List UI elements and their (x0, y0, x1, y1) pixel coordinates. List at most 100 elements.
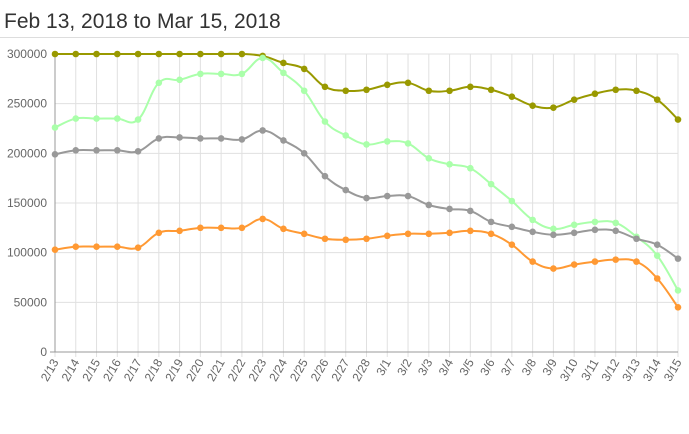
x-tick-label: 2/16 (100, 356, 124, 384)
data-point-olive (446, 87, 453, 95)
data-point-orange (446, 229, 453, 237)
data-point-green (321, 118, 329, 125)
data-point-olive (176, 50, 183, 58)
data-point-orange (114, 243, 121, 251)
data-point-orange (259, 215, 266, 223)
data-point-orange (51, 246, 59, 253)
data-point-green (591, 218, 599, 226)
x-tick-label: 2/15 (79, 356, 103, 384)
data-point-olive (197, 50, 204, 58)
data-point-green (425, 155, 433, 162)
data-point-orange (197, 224, 204, 232)
data-point-green (155, 79, 163, 87)
data-point-orange (570, 261, 578, 268)
y-tick-label: 150000 (7, 196, 47, 210)
data-point-olive (155, 50, 163, 58)
x-tick-label: 2/20 (183, 356, 207, 384)
chart-title: Feb 13, 2018 to Mar 15, 2018 (4, 10, 281, 33)
data-point-orange (321, 235, 329, 243)
x-tick-label: 2/18 (142, 356, 166, 384)
data-point-olive (342, 87, 350, 95)
data-point-olive (550, 104, 557, 111)
data-point-gray (446, 205, 453, 213)
data-point-gray (363, 194, 370, 202)
data-point-gray (383, 192, 391, 200)
data-point-olive (217, 50, 225, 58)
data-point-orange (404, 230, 412, 238)
data-point-green (550, 225, 557, 233)
data-point-olive (51, 50, 59, 58)
data-point-gray (93, 147, 100, 154)
data-point-olive (674, 116, 682, 123)
data-point-gray (300, 150, 308, 157)
title-divider (0, 37, 689, 38)
data-point-green (570, 221, 578, 229)
data-point-gray (653, 241, 661, 249)
data-point-green (238, 70, 246, 78)
data-point-gray (570, 229, 578, 237)
data-point-orange (93, 243, 100, 251)
data-point-orange (342, 236, 350, 244)
x-tick-label: 3/12 (598, 356, 622, 384)
data-point-orange (280, 225, 287, 233)
data-point-olive (238, 50, 246, 58)
x-tick-label: 3/10 (557, 356, 581, 384)
data-point-green (280, 69, 287, 77)
data-point-green (487, 180, 495, 188)
x-tick-label: 3/2 (394, 356, 415, 378)
y-tick-label: 0 (40, 345, 47, 359)
data-point-orange (467, 227, 474, 235)
data-point-gray (176, 134, 183, 141)
data-point-orange (612, 256, 619, 263)
x-tick-label: 3/11 (578, 356, 602, 383)
data-point-olive (591, 90, 599, 98)
x-tick-label: 3/13 (619, 356, 643, 384)
data-point-olive (612, 86, 619, 94)
data-point-orange (653, 275, 661, 282)
data-point-orange (591, 258, 599, 265)
data-point-gray (591, 226, 599, 234)
data-point-green (197, 70, 204, 78)
data-point-orange (72, 243, 80, 251)
data-point-green (134, 116, 142, 123)
data-point-gray (467, 207, 474, 215)
data-point-gray (259, 127, 266, 134)
data-point-gray (72, 147, 80, 154)
data-point-green (342, 132, 350, 139)
x-tick-label: 3/15 (661, 356, 685, 384)
data-point-green (508, 197, 516, 205)
x-tick-label: 2/17 (121, 356, 145, 384)
data-point-green (612, 219, 619, 227)
data-point-green (300, 87, 308, 95)
data-point-olive (280, 59, 287, 67)
data-point-green (674, 287, 682, 294)
x-tick-label: 3/8 (519, 356, 540, 378)
data-point-green (72, 115, 80, 122)
x-tick-label: 3/4 (436, 356, 457, 378)
data-point-orange (363, 235, 370, 243)
x-tick-label: 2/13 (38, 356, 62, 384)
data-point-orange (300, 230, 308, 238)
data-point-green (259, 54, 266, 62)
data-point-olive (467, 83, 474, 91)
y-tick-label: 50000 (14, 295, 48, 309)
data-point-olive (653, 96, 661, 103)
data-point-green (114, 115, 121, 122)
data-point-orange (529, 258, 536, 265)
data-point-olive (404, 79, 412, 87)
data-point-olive (383, 81, 391, 89)
data-point-gray (217, 135, 225, 142)
x-tick-label: 3/3 (415, 356, 436, 378)
data-point-green (404, 140, 412, 147)
data-point-gray (550, 231, 557, 239)
y-tick-label: 250000 (7, 97, 47, 111)
data-point-gray (280, 137, 287, 144)
data-point-olive (425, 87, 433, 95)
data-point-green (363, 141, 370, 148)
data-point-orange (383, 232, 391, 240)
data-point-olive (134, 50, 142, 58)
y-tick-label: 200000 (7, 146, 47, 160)
data-point-gray (674, 255, 682, 262)
data-point-orange (134, 244, 142, 251)
data-point-green (217, 70, 225, 78)
